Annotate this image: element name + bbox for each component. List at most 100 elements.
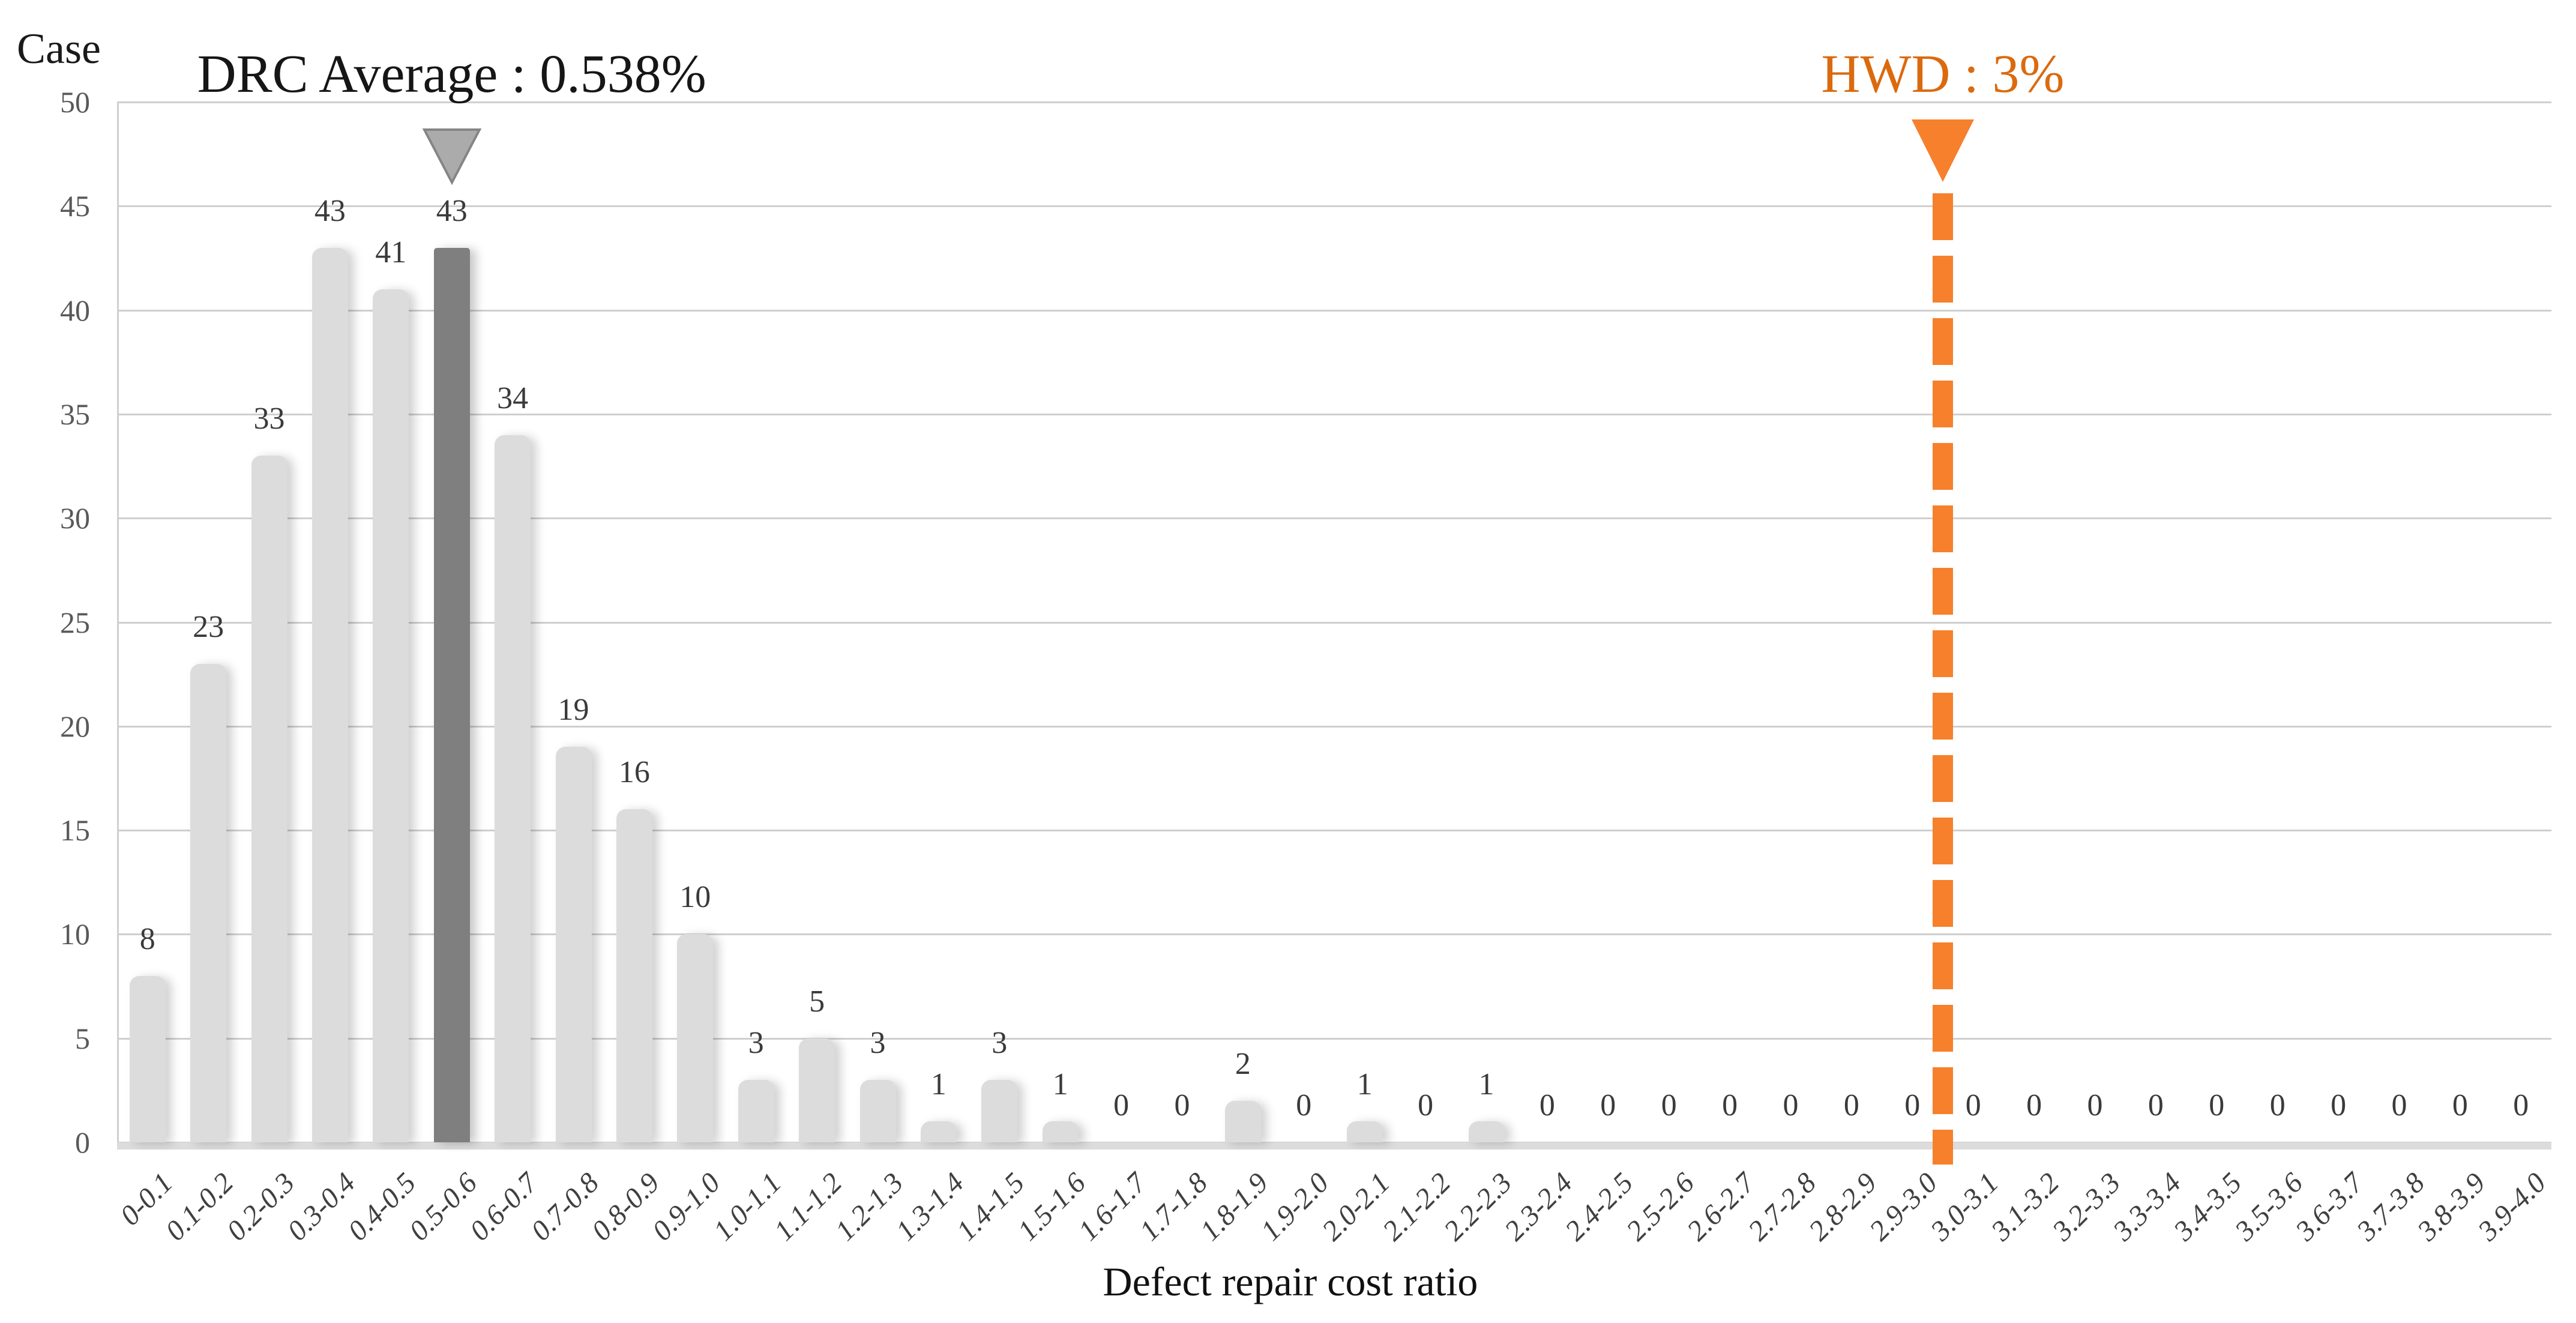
y-axis-title: Case (17, 25, 101, 73)
x-tick-label: 2.1-2.2 (1376, 1166, 1457, 1247)
x-tick-label: 1.0-1.1 (707, 1166, 787, 1247)
y-tick-label-15: 15 (60, 813, 90, 848)
x-tick-label: 1.4-1.5 (950, 1166, 1031, 1247)
bar-value-label: 3 (870, 1026, 886, 1061)
bar-0.8-0.9 (616, 809, 652, 1142)
x-tick-label: 2.7-2.8 (1742, 1166, 1822, 1247)
bar-0.7-0.8 (555, 747, 592, 1142)
x-tick-label: 2.0-2.1 (1316, 1166, 1396, 1247)
bar-value-label: 1 (1052, 1067, 1068, 1102)
drc-average-label: DRC Average : 0.538% (197, 44, 706, 104)
bar-0.6-0.7 (495, 435, 531, 1142)
x-tick-label: 1.2-1.3 (829, 1166, 909, 1247)
y-axis-line (117, 102, 119, 1142)
x-tick-label: 2.2-2.3 (1437, 1166, 1518, 1247)
x-tick-label: 0.5-0.6 (403, 1166, 483, 1247)
x-tick-label: 1.7-1.8 (1133, 1166, 1214, 1247)
bar-highlight-0.5-0.6 (433, 247, 470, 1142)
x-tick-label: 3.4-3.5 (2167, 1166, 2248, 1247)
x-tick-label: 1.6-1.7 (1072, 1166, 1153, 1247)
y-tick-label-30: 30 (60, 501, 90, 535)
bar-1.2-1.3 (859, 1080, 896, 1142)
x-tick-label: 0.8-0.9 (585, 1166, 666, 1247)
bar-value-label: 33 (253, 402, 285, 436)
bar-0.9-1.0 (677, 934, 714, 1142)
bar-value-label: 0 (1661, 1088, 1677, 1123)
bar-1.0-1.1 (738, 1080, 774, 1142)
bar-value-label: 3 (748, 1026, 764, 1061)
bar-value-label: 0 (1113, 1088, 1130, 1123)
bar-value-label: 1 (930, 1067, 946, 1102)
y-tick-label-35: 35 (60, 397, 90, 431)
x-tick-label: 1.9-2.0 (1254, 1166, 1335, 1247)
bar-value-label: 43 (314, 193, 346, 228)
bar-value-label: 23 (193, 609, 224, 644)
bar-value-label: 43 (436, 193, 468, 228)
gridline-y45 (117, 205, 2551, 208)
x-tick-label: 3.6-3.7 (2289, 1166, 2370, 1247)
x-tick-label: 0.9-1.0 (646, 1166, 727, 1247)
hwd-threshold-dashed-line (1933, 193, 1953, 1165)
y-tick-label-40: 40 (60, 293, 90, 327)
x-tick-label: 0.1-0.2 (159, 1166, 240, 1247)
bar-value-label: 0 (2452, 1088, 2468, 1123)
gridline-y20 (117, 725, 2551, 728)
bar-value-label: 0 (2026, 1088, 2042, 1123)
x-tick-label: 1.5-1.6 (1011, 1166, 1092, 1247)
bar-value-label: 1 (1478, 1067, 1494, 1102)
y-tick-label-45: 45 (60, 189, 90, 223)
x-tick-label: 1.3-1.4 (889, 1166, 971, 1247)
bar-value-label: 0 (2269, 1088, 2286, 1123)
bar-value-label: 0 (2391, 1088, 2407, 1123)
drc-average-marker-icon (422, 128, 481, 185)
bar-value-label: 0 (1174, 1088, 1190, 1123)
y-tick-label-50: 50 (60, 85, 90, 119)
x-tick-label: 3.3-3.4 (2107, 1166, 2188, 1247)
bar-value-label: 0 (2331, 1088, 2347, 1123)
hwd-label: HWD : 3% (1821, 44, 2065, 104)
bar-2.0-2.1 (1346, 1121, 1383, 1142)
bar-value-label: 0 (2087, 1088, 2103, 1123)
x-tick-label: 3.1-3.2 (1985, 1166, 2066, 1247)
x-tick-label: 3.8-3.9 (2411, 1166, 2492, 1247)
y-tick-label-25: 25 (60, 605, 90, 639)
bar-value-label: 0 (1904, 1088, 1921, 1123)
gridline-y15 (117, 830, 2551, 832)
gridline-y10 (117, 933, 2551, 936)
y-tick-label-5: 5 (75, 1021, 90, 1055)
bar-value-label: 16 (618, 755, 650, 790)
x-tick-label: 1.8-1.9 (1194, 1166, 1275, 1247)
drc-average-annotation: DRC Average : 0.538% (197, 43, 961, 105)
x-tick-label: 0.3-0.4 (281, 1166, 362, 1247)
bar-value-label: 34 (497, 381, 529, 415)
gridline-y5 (117, 1037, 2551, 1040)
bar-value-label: 2 (1235, 1046, 1251, 1081)
x-tick-label: 0.2-0.3 (220, 1166, 301, 1247)
bar-0.2-0.3 (251, 456, 287, 1142)
bar-0-0.1 (129, 975, 166, 1142)
x-tick-label: 3.5-3.6 (2228, 1166, 2309, 1247)
x-tick-label: 3.2-3.3 (2046, 1166, 2126, 1247)
x-axis-title: Defect repair cost ratio (1103, 1259, 1478, 1304)
bar-value-label: 10 (679, 880, 711, 915)
x-tick-label: 2.8-2.9 (1802, 1166, 1883, 1247)
bar-value-label: 0 (1722, 1088, 1738, 1123)
x-tick-label: 2.5-2.6 (1620, 1166, 1700, 1247)
bar-value-label: 0 (1783, 1088, 1799, 1123)
bar-value-label: 0 (1296, 1088, 1312, 1123)
x-tick-label: 3.9-4.0 (2472, 1166, 2553, 1247)
bar-value-label: 0 (1965, 1088, 1981, 1123)
bar-value-label: 3 (992, 1026, 1008, 1061)
x-tick-label: 3.7-3.8 (2350, 1166, 2431, 1247)
x-tick-label: 0.7-0.8 (525, 1166, 605, 1247)
gridline-y40 (117, 309, 2551, 312)
x-tick-label: 0.4-0.5 (342, 1166, 423, 1247)
bar-value-label: 8 (139, 921, 155, 956)
bar-value-label: 41 (375, 235, 407, 270)
bar-1.8-1.9 (1224, 1100, 1261, 1142)
bar-2.2-2.3 (1468, 1121, 1505, 1142)
x-tick-label: 2.6-2.7 (1681, 1166, 1762, 1247)
x-tick-label: 0.6-0.7 (463, 1166, 544, 1247)
x-tick-label: 1.1-1.2 (768, 1166, 849, 1247)
